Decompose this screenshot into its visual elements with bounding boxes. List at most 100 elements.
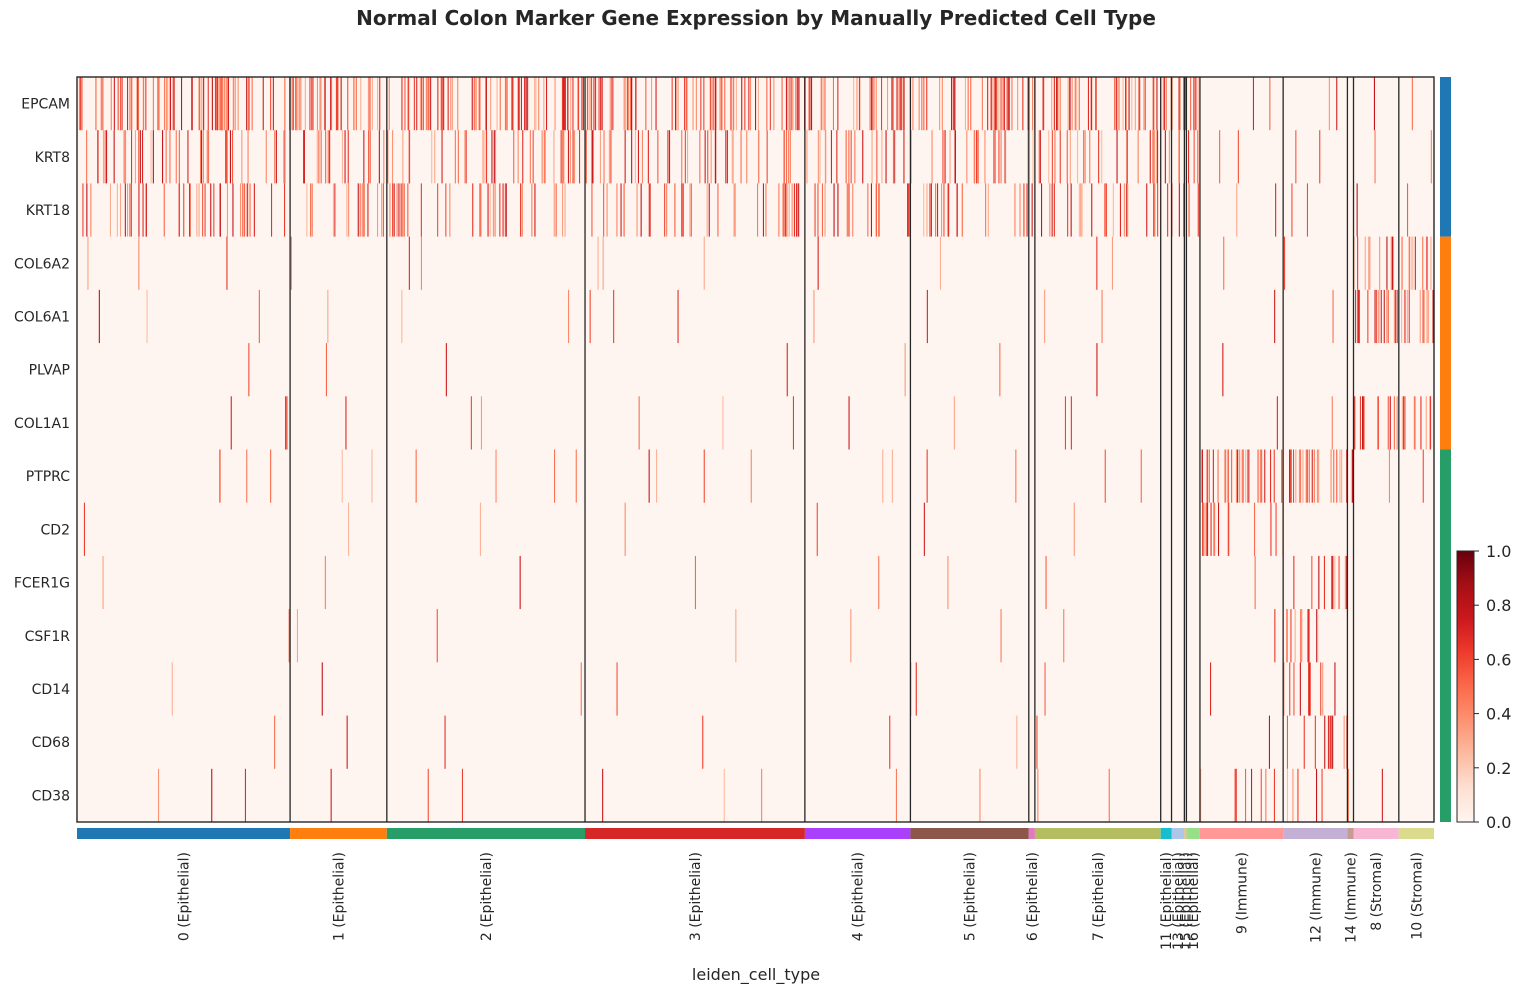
heatmap-cell — [592, 130, 594, 184]
heatmap-cell — [201, 130, 203, 184]
heatmap-cell — [1227, 449, 1229, 503]
heatmap-cell — [378, 130, 380, 184]
heatmap-cell — [377, 183, 379, 237]
heatmap-cell — [1165, 77, 1167, 131]
heatmap-cell — [629, 77, 631, 131]
gene-group-segment — [1440, 449, 1451, 822]
heatmap-cell — [403, 183, 405, 237]
heatmap-cell — [694, 555, 696, 610]
heatmap-cell — [1401, 396, 1403, 450]
heatmap-cell — [142, 183, 144, 237]
heatmap-cell — [1000, 130, 1002, 184]
heatmap-cell — [450, 77, 452, 131]
heatmap-cell — [324, 555, 326, 610]
heatmap-cell — [1295, 449, 1297, 503]
heatmap-cell — [682, 183, 684, 237]
heatmap-cell — [598, 77, 600, 131]
heatmap-cell — [892, 77, 894, 131]
heatmap-cell — [232, 77, 234, 131]
heatmap-cell — [443, 77, 445, 131]
cluster-color-segment — [1028, 828, 1035, 839]
heatmap-cell — [1245, 768, 1247, 822]
heatmap-cell — [567, 77, 569, 131]
heatmap-cell — [741, 77, 743, 131]
heatmap-cell — [1247, 449, 1249, 503]
heatmap-cell — [369, 130, 371, 184]
heatmap-cell — [813, 289, 815, 344]
heatmap-cell — [207, 77, 209, 131]
heatmap-cell — [862, 130, 864, 184]
heatmap-cell — [104, 130, 106, 184]
heatmap-cell — [1027, 77, 1029, 131]
heatmap-cell — [1064, 396, 1066, 450]
heatmap-cell — [786, 183, 788, 237]
heatmap-cell — [1251, 768, 1253, 822]
heatmap-cell — [648, 449, 650, 503]
heatmap-cell — [1236, 183, 1238, 237]
heatmap-cell — [648, 183, 650, 237]
heatmap-cell — [731, 77, 733, 131]
heatmap-cell — [1011, 77, 1013, 131]
heatmap-cell — [274, 715, 276, 769]
heatmap-cell — [1193, 130, 1195, 184]
heatmap-cell — [1350, 449, 1352, 503]
heatmap-cell — [383, 130, 385, 184]
heatmap-cell — [1197, 183, 1199, 237]
heatmap-cell — [502, 183, 504, 237]
heatmap-cell — [520, 77, 522, 131]
heatmap-cell — [138, 183, 140, 237]
heatmap-cell — [291, 77, 293, 131]
heatmap-cell — [624, 130, 626, 184]
heatmap-cell — [210, 183, 212, 237]
heatmap-cell — [200, 77, 202, 131]
heatmap-cell — [885, 130, 887, 184]
heatmap-cell — [1031, 183, 1033, 237]
heatmap-cell — [1074, 77, 1076, 131]
heatmap-cell — [870, 77, 872, 131]
heatmap-cell — [1427, 289, 1429, 344]
heatmap-cell — [1237, 130, 1239, 184]
heatmap-cell — [396, 183, 398, 237]
heatmap-cell — [1195, 77, 1197, 131]
heatmap-cell — [1336, 77, 1338, 131]
heatmap-cell — [129, 183, 131, 237]
heatmap-cell — [589, 289, 591, 344]
heatmap-cell — [1273, 449, 1275, 503]
heatmap-cell — [581, 77, 583, 131]
heatmap-cell — [1053, 183, 1055, 237]
heatmap-cell — [296, 77, 298, 131]
heatmap-cell — [1290, 609, 1292, 663]
heatmap-cell — [1224, 449, 1226, 503]
heatmap-cell — [242, 183, 244, 237]
heatmap-cell — [912, 77, 914, 131]
heatmap-cell — [216, 77, 218, 131]
heatmap-cell — [1003, 77, 1005, 131]
heatmap-cell — [858, 77, 860, 131]
heatmap-cell — [1197, 130, 1199, 184]
heatmap-cell — [973, 130, 975, 184]
heatmap-cell — [146, 289, 148, 344]
heatmap-cell — [717, 183, 719, 237]
heatmap-cell — [1292, 768, 1294, 822]
heatmap-cell — [1210, 662, 1212, 716]
heatmap-cell — [1269, 77, 1271, 131]
heatmap-cell — [649, 183, 651, 237]
heatmap-cell — [636, 183, 638, 237]
heatmap-cell — [785, 77, 787, 131]
gene-group-segment — [1440, 77, 1451, 237]
heatmap-cell — [702, 715, 704, 769]
cluster-color-segment — [1398, 828, 1434, 839]
heatmap-cell — [1380, 289, 1382, 344]
heatmap-cell — [1376, 289, 1378, 344]
heatmap-cell — [520, 183, 522, 237]
heatmap-cell — [1311, 555, 1313, 610]
heatmap-cell — [485, 77, 487, 131]
heatmap-cell — [1414, 396, 1416, 450]
heatmap-cell — [1323, 555, 1325, 610]
heatmap-cell — [415, 449, 417, 503]
heatmap-cell — [796, 183, 798, 237]
heatmap-cell — [580, 662, 582, 716]
heatmap-cell — [253, 183, 255, 237]
heatmap-cell — [1308, 662, 1310, 716]
heatmap-cell — [511, 77, 513, 131]
